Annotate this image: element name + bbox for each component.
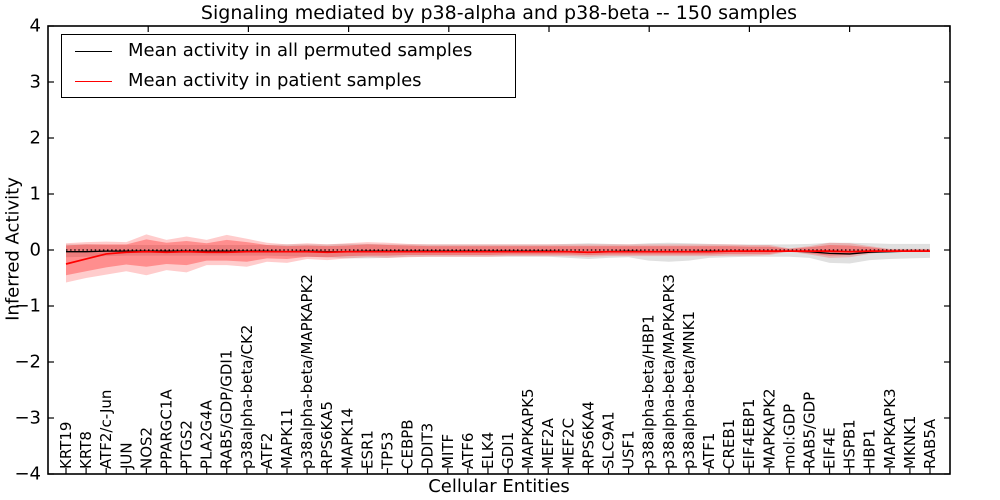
chart-title: Signaling mediated by p38-alpha and p38-… — [200, 2, 798, 24]
x-tick-label: EIF4EBP1 — [740, 399, 758, 469]
x-tick-label: CREB1 — [720, 419, 738, 469]
y-tick-label: 3 — [30, 72, 41, 93]
legend-label-permuted: Mean activity in all permuted samples — [128, 40, 473, 61]
legend-entry-permuted: Mean activity in all permuted samples — [75, 40, 515, 62]
y-tick-label: 1 — [30, 184, 41, 205]
legend-entry-patient: Mean activity in patient samples — [75, 70, 515, 92]
x-tick-label: GDI1 — [499, 432, 517, 469]
x-tick-label: JUN — [117, 442, 135, 470]
x-tick-label: DDIT3 — [419, 423, 437, 469]
x-tick-label: RAB5A — [921, 418, 939, 469]
x-tick-label: MEF2A — [539, 417, 557, 469]
x-tick-label: mol:GDP — [780, 404, 798, 469]
x-tick-label: RPS6KA4 — [579, 401, 597, 469]
x-tick-label: ATF2 — [258, 433, 276, 469]
x-tick-label: p38alpha-beta/MAPKAPK3 — [660, 274, 678, 469]
y-tick-label: 0 — [30, 240, 41, 261]
y-tick-label: −4 — [14, 464, 41, 485]
x-tick-label: p38alpha-beta/HBP1 — [640, 314, 658, 469]
x-tick-label: SLC9A1 — [600, 411, 618, 469]
legend-line-sample-red-icon — [75, 80, 112, 82]
y-tick-label: −1 — [14, 296, 41, 317]
y-axis-title: Inferred Activity — [2, 177, 24, 321]
x-tick-label: RPS6KA5 — [318, 401, 336, 469]
x-tick-label: ATF2/c-Jun — [97, 390, 115, 469]
x-tick-label: p38alpha-beta/CK2 — [238, 325, 256, 469]
x-tick-label: KRT8 — [77, 431, 95, 469]
x-tick-label: USF1 — [620, 430, 638, 469]
legend: Mean activity in all permuted samples Me… — [61, 34, 516, 98]
x-tick-label: PPARGC1A — [157, 389, 175, 469]
x-tick-label: CEBPB — [399, 419, 417, 469]
x-tick-label: MAPKAPK5 — [519, 388, 537, 469]
patient-outer-band — [66, 234, 930, 283]
x-tick-label: EIF4E — [821, 427, 839, 469]
x-tick-label: p38alpha-beta/MNK1 — [680, 311, 698, 469]
x-tick-label: PTGS2 — [178, 420, 196, 469]
x-tick-label: RAB5/GDP — [800, 392, 818, 469]
x-tick-label: MEF2C — [559, 418, 577, 469]
x-tick-label: MKNK1 — [901, 416, 919, 469]
x-tick-label: RAB5/GDP/GDI1 — [218, 350, 236, 469]
x-axis-title: Cellular Entities — [428, 476, 570, 497]
x-tick-label: MITF — [439, 434, 457, 469]
legend-label-patient: Mean activity in patient samples — [128, 70, 422, 91]
x-tick-label: HSPB1 — [841, 419, 859, 469]
x-tick-label: MAPK11 — [278, 408, 296, 469]
x-tick-label: MAPK14 — [338, 408, 356, 469]
y-tick-label: 2 — [30, 128, 41, 149]
x-tick-label: ELK4 — [479, 432, 497, 469]
x-tick-label: ESR1 — [358, 430, 376, 469]
x-tick-label: ATF6 — [459, 433, 477, 469]
x-tick-label: NOS2 — [137, 427, 155, 469]
x-tick-label: MAPKAPK3 — [881, 388, 899, 469]
x-tick-label: TP53 — [378, 432, 396, 470]
y-tick-label: −3 — [14, 408, 41, 429]
x-tick-label: ATF1 — [700, 433, 718, 469]
x-tick-label: MAPKAPK2 — [760, 388, 778, 469]
legend-line-sample-black-icon — [75, 50, 112, 52]
x-tick-label: PLA2G4A — [198, 399, 216, 469]
patient-mean-line — [65, 250, 930, 265]
permuted-std-band — [66, 242, 930, 264]
x-tick-label: p38alpha-beta/MAPKAPK2 — [298, 274, 316, 469]
y-tick-label: −2 — [14, 352, 41, 373]
patient-inner-band — [66, 239, 930, 276]
x-tick-label: KRT19 — [57, 422, 75, 469]
y-tick-label: 4 — [30, 16, 41, 37]
x-tick-label: HBP1 — [861, 429, 879, 469]
